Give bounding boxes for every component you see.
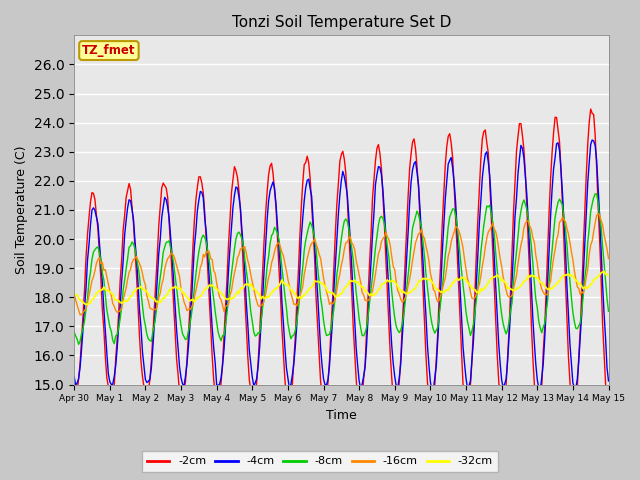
-2cm (570, 415, 578, 421)
-32cm (82, 301, 90, 307)
Line: -8cm: -8cm (74, 194, 609, 344)
-16cm (172, 257, 179, 263)
-8cm (541, 321, 548, 326)
Y-axis label: Soil Temperature (C): Soil Temperature (C) (15, 145, 28, 274)
-32cm (376, 286, 384, 291)
-8cm (406, 258, 413, 264)
-32cm (541, 283, 548, 289)
-4cm (392, 383, 400, 389)
-8cm (591, 191, 599, 197)
-32cm (86, 300, 94, 306)
-16cm (76, 312, 84, 318)
-8cm (394, 327, 401, 333)
-32cm (605, 273, 612, 278)
-8cm (376, 215, 384, 221)
-16cm (605, 256, 612, 262)
-32cm (600, 268, 608, 274)
-4cm (70, 373, 78, 379)
-16cm (595, 211, 602, 216)
Line: -16cm: -16cm (74, 214, 609, 315)
-16cm (86, 285, 94, 291)
-2cm (85, 215, 93, 220)
-16cm (376, 247, 384, 253)
-2cm (404, 193, 412, 199)
-2cm (70, 391, 78, 397)
-2cm (587, 106, 595, 112)
-2cm (392, 406, 400, 412)
-16cm (541, 291, 548, 297)
-32cm (394, 283, 401, 289)
Line: -2cm: -2cm (74, 109, 609, 418)
-4cm (536, 388, 544, 394)
Text: TZ_fmet: TZ_fmet (82, 44, 136, 57)
-16cm (394, 288, 401, 293)
-8cm (605, 309, 612, 314)
Line: -4cm: -4cm (74, 140, 609, 391)
-32cm (172, 284, 179, 289)
-2cm (374, 142, 382, 147)
-32cm (70, 291, 78, 297)
X-axis label: Time: Time (326, 409, 356, 422)
-8cm (86, 269, 94, 275)
-8cm (70, 329, 78, 335)
-4cm (374, 164, 382, 169)
-16cm (406, 276, 413, 282)
-4cm (404, 229, 412, 235)
-2cm (605, 410, 612, 416)
-4cm (605, 378, 612, 384)
Title: Tonzi Soil Temperature Set D: Tonzi Soil Temperature Set D (232, 15, 451, 30)
Line: -32cm: -32cm (74, 271, 609, 304)
-8cm (75, 341, 83, 347)
Legend: -2cm, -4cm, -8cm, -16cm, -32cm: -2cm, -4cm, -8cm, -16cm, -32cm (141, 451, 499, 472)
-8cm (172, 273, 179, 279)
-4cm (85, 242, 93, 248)
-32cm (406, 290, 413, 296)
-16cm (70, 291, 78, 297)
-4cm (588, 137, 596, 143)
-2cm (540, 350, 547, 356)
-4cm (541, 336, 548, 342)
-4cm (170, 278, 177, 284)
-2cm (170, 302, 177, 308)
